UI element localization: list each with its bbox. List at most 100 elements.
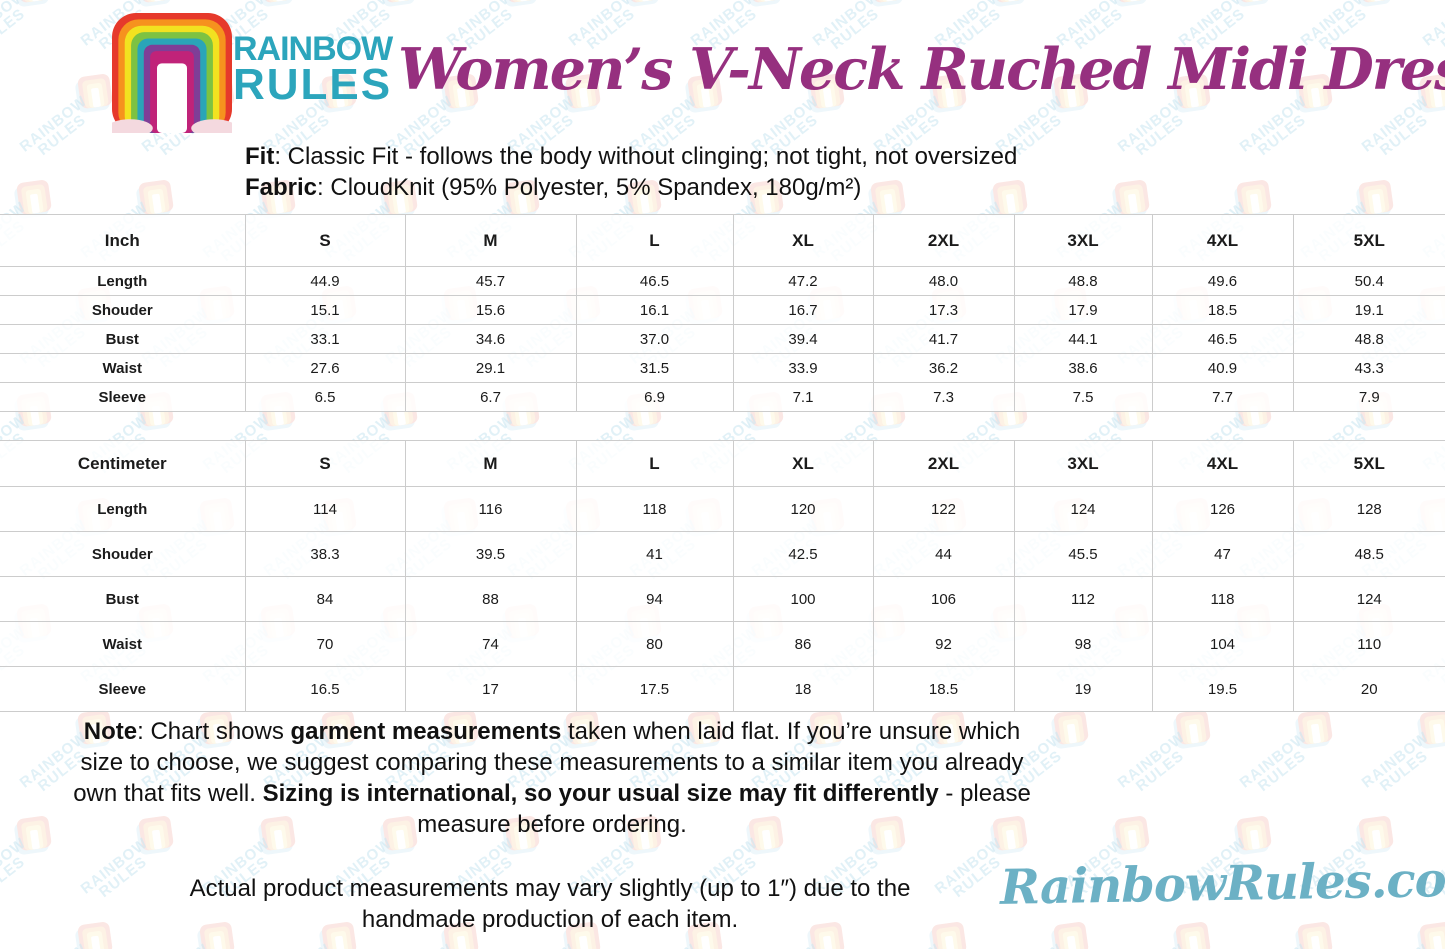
measure-cell: 74 — [404, 621, 577, 667]
size-col-header: S — [244, 440, 406, 487]
watermark-rainbow-icon — [1051, 922, 1089, 949]
row-label: Bust — [0, 324, 246, 354]
note-segment: - please measure before ordering. — [417, 780, 1031, 838]
measure-cell: 44.9 — [244, 266, 406, 296]
measure-cell: 46.5 — [575, 266, 734, 296]
watermark-rainbow-icon — [1112, 0, 1150, 7]
measure-cell: 70 — [244, 621, 406, 667]
watermark-rainbow-icon — [75, 74, 113, 113]
note-segment: Sizing is international, so your usual s… — [262, 780, 939, 807]
measure-cell: 86 — [732, 621, 874, 667]
measure-cell: 110 — [1292, 621, 1445, 667]
measure-cell: 98 — [1013, 621, 1153, 667]
measure-cell: 17.3 — [872, 295, 1015, 325]
watermark-rainbow-icon — [380, 0, 418, 7]
watermark-rainbow-icon — [1417, 710, 1445, 749]
measure-cell: 6.9 — [575, 382, 734, 412]
note-segment: taken when laid flat. If you’re unsure w… — [73, 718, 1024, 807]
measure-cell: 16.7 — [732, 295, 874, 325]
table-row: Shouder 38.3 39.5 41 42.5 44 45.5 47 48.5 — [0, 531, 1445, 577]
size-col-header: XL — [732, 214, 874, 267]
note-segment: Note — [83, 718, 138, 745]
watermark-rainbow-icon — [75, 922, 113, 949]
measure-cell: 48.5 — [1292, 531, 1445, 577]
measure-cell: 44 — [872, 531, 1015, 577]
fit-label: Fit — [245, 143, 275, 170]
watermark-rainbow-icon — [1173, 922, 1211, 949]
watermark-rainbow-icon — [624, 0, 662, 7]
measure-cell: 16.5 — [244, 666, 406, 712]
size-col-header: 3XL — [1013, 214, 1153, 267]
table-row: Sleeve 6.5 6.7 6.9 7.1 7.3 7.5 7.7 7.9 — [0, 382, 1445, 412]
website-wordmark: RainbowRules.com — [999, 851, 1445, 916]
row-label: Shouder — [0, 531, 246, 577]
fit-text: : Classic Fit - follows the body without… — [274, 143, 1018, 170]
note-segment: : Chart shows — [137, 718, 291, 745]
fabric-text: : CloudKnit (95% Polyester, 5% Spandex, … — [317, 174, 862, 201]
measure-cell: 118 — [1151, 576, 1294, 622]
row-label: Sleeve — [0, 382, 246, 412]
fabric-line: Fabric: CloudKnit (95% Polyester, 5% Spa… — [245, 172, 1017, 203]
production-note: Actual product measurements may vary sli… — [189, 875, 911, 933]
fabric-label: Fabric — [245, 174, 318, 201]
row-label: Sleeve — [0, 666, 246, 712]
measure-cell: 112 — [1013, 576, 1153, 622]
logo-wordmark: RAINBOW RULES — [233, 30, 393, 107]
table-row: Length 44.9 45.7 46.5 47.2 48.0 48.8 49.6 50.4 — [0, 266, 1445, 296]
unit-header: Centimeter — [0, 440, 246, 487]
size-col-header: 4XL — [1151, 440, 1294, 487]
measure-cell: 88 — [404, 576, 577, 622]
row-label: Waist — [0, 353, 246, 383]
measure-cell: 20 — [1292, 666, 1445, 712]
measure-cell: 45.5 — [1013, 531, 1153, 577]
measure-cell: 43.3 — [1292, 353, 1445, 383]
measure-cell: 114 — [244, 486, 406, 532]
size-col-header: 3XL — [1013, 440, 1153, 487]
row-label: Bust — [0, 576, 246, 622]
watermark-rainbow-icon — [1051, 710, 1089, 749]
logo-wordmark-line1: RAINBOW — [233, 30, 393, 68]
measure-cell: 38.3 — [244, 531, 406, 577]
watermark-rainbow-icon — [1356, 0, 1394, 7]
size-col-header: XL — [732, 440, 874, 487]
table-row: Waist 27.6 29.1 31.5 33.9 36.2 38.6 40.9 43.3 — [0, 353, 1445, 383]
measure-cell: 33.9 — [732, 353, 874, 383]
measure-cell: 27.6 — [244, 353, 406, 383]
measure-cell: 7.5 — [1013, 382, 1153, 412]
measure-cell: 104 — [1151, 621, 1294, 667]
watermark-rainbow-icon — [136, 0, 174, 7]
watermark-rainbow-icon — [990, 0, 1028, 7]
size-col-header: L — [575, 440, 734, 487]
measure-cell: 7.7 — [1151, 382, 1294, 412]
measure-cell: 19.1 — [1292, 295, 1445, 325]
size-col-header: 4XL — [1151, 214, 1294, 267]
header-row: Centimeter S M L XL 2XL 3XL 4XL 5XL — [0, 440, 1445, 487]
measure-cell: 40.9 — [1151, 353, 1294, 383]
measure-cell: 128 — [1292, 486, 1445, 532]
watermark-rainbow-icon — [14, 0, 52, 7]
watermark-rainbow-icon — [746, 0, 784, 7]
watermark-rainbow-icon — [1356, 816, 1394, 855]
measure-cell: 94 — [575, 576, 734, 622]
centimeter-size-table: Centimeter S M L XL 2XL 3XL 4XL 5XL Length 114 116 1… — [0, 440, 1445, 712]
measure-cell: 46.5 — [1151, 324, 1294, 354]
watermark-rainbow-icon — [1417, 922, 1445, 949]
measure-cell: 39.4 — [732, 324, 874, 354]
size-col-header: 2XL — [872, 214, 1015, 267]
measure-cell: 50.4 — [1292, 266, 1445, 296]
measure-cell: 7.1 — [732, 382, 874, 412]
page-title: Women’s V-Neck Ruched Midi Dress — [398, 36, 1445, 103]
measure-cell: 38.6 — [1013, 353, 1153, 383]
size-col-header: M — [404, 214, 577, 267]
